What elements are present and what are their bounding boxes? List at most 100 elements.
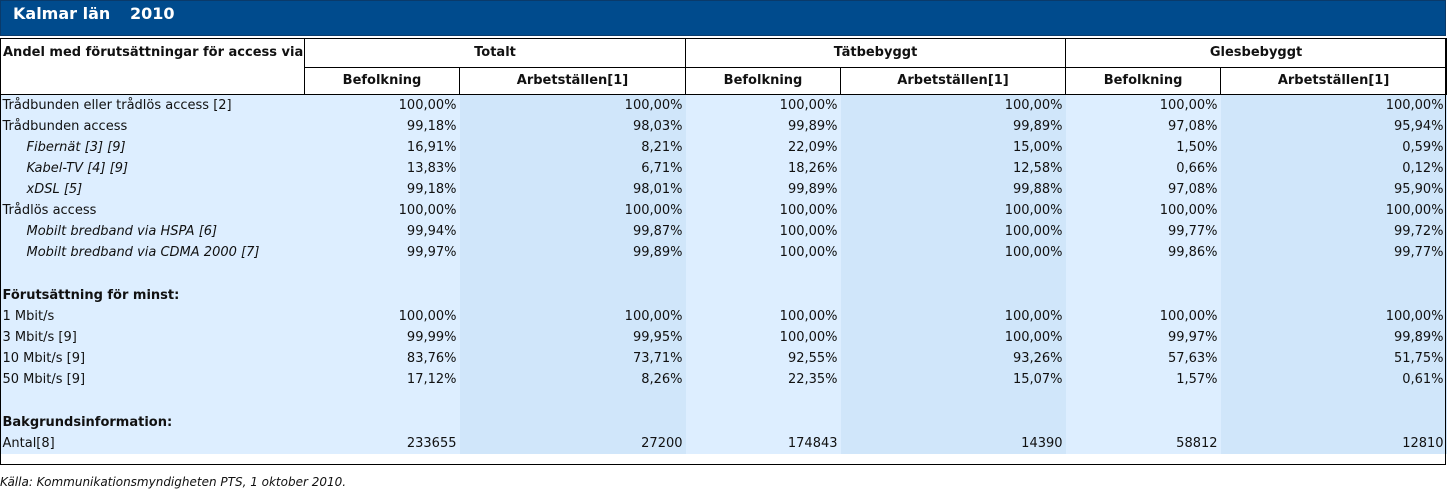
value-cell: 17,12%: [406, 372, 457, 387]
row-label: Mobilt bredband via HSPA [6]: [26, 224, 218, 239]
value-cell: 100,00%: [459, 200, 686, 221]
table-row: Mobilt bredband via HSPA [6] 99,94% 99,87%…: [1, 221, 1447, 242]
value-cell: 100,00%: [840, 327, 1066, 348]
value-cell: 100,00%: [1159, 309, 1218, 324]
value-cell: 100,00%: [779, 309, 838, 324]
row-label: 50 Mbit/s [9]: [2, 372, 86, 387]
value-cell: 99,89%: [840, 116, 1066, 137]
value-cell: 100,00%: [1220, 200, 1447, 221]
value-cell: 99,89%: [787, 119, 838, 134]
value-cell: 99,18%: [406, 182, 457, 197]
section-heading-row: Bakgrundsinformation:: [1, 412, 1447, 433]
value-cell: 100,00%: [1159, 203, 1218, 218]
value-cell: 99,86%: [1167, 245, 1218, 260]
region-title: Kalmar län: [13, 4, 111, 23]
table-row: xDSL [5] 99,18% 98,01% 99,89% 99,88% 97,08% 95…: [1, 179, 1447, 200]
value-cell: 99,97%: [1167, 330, 1218, 345]
value-cell: 8,21%: [459, 137, 686, 158]
value-cell: 92,55%: [787, 351, 838, 366]
source-note: Källa: Kommunikationsmyndigheten PTS, 1 …: [0, 475, 347, 489]
value-cell: 99,77%: [1167, 224, 1218, 239]
value-cell: 16,91%: [406, 140, 457, 155]
value-cell: 99,89%: [787, 182, 838, 197]
value-cell: 100,00%: [398, 203, 457, 218]
group-header-totalt: Totalt: [303, 38, 687, 68]
table-row: Mobilt bredband via CDMA 2000 [7] 99,97% 9…: [1, 242, 1447, 263]
table-row: 50 Mbit/s [9] 17,12% 8,26% 22,35% 15,07% 1,57…: [1, 369, 1447, 390]
value-cell: 100,00%: [779, 224, 838, 239]
value-cell: 22,35%: [787, 372, 838, 387]
section-heading-row: Förutsättning för minst:: [1, 285, 1447, 306]
row-label: Trådlös access: [2, 203, 97, 218]
value-cell: 95,94%: [1220, 116, 1447, 137]
value-cell: 98,03%: [459, 116, 686, 137]
value-cell: 100,00%: [459, 94, 686, 116]
spacer-row: [1, 263, 1447, 285]
value-cell: 99,18%: [406, 119, 457, 134]
sub-header: Arbetställen[1]: [458, 67, 687, 95]
sub-header: Arbetställen[1]: [840, 67, 1067, 95]
value-cell: 99,72%: [1220, 221, 1447, 242]
value-cell: 15,07%: [840, 369, 1066, 390]
row-label: Trådbunden access: [2, 119, 128, 134]
value-cell: 100,00%: [840, 94, 1066, 116]
sub-header: Arbetställen[1]: [1220, 67, 1448, 95]
row-label: 10 Mbit/s [9]: [2, 351, 86, 366]
value-cell: 100,00%: [1220, 306, 1447, 327]
table-row: 10 Mbit/s [9] 83,76% 73,71% 92,55% 93,26% 57,…: [1, 348, 1447, 369]
row-label: 1 Mbit/s: [2, 309, 55, 324]
value-cell: 14390: [840, 433, 1066, 454]
row-label: Antal[8]: [2, 436, 55, 451]
table-row: Trådbunden eller trådlös access [2] 100,0…: [1, 94, 1447, 116]
access-table: Andel med förutsättningar för access via…: [0, 38, 1448, 454]
value-cell: 12810: [1220, 433, 1447, 454]
table-row: Kabel-TV [4] [9] 13,83% 6,71% 18,26% 12,58% 0…: [1, 158, 1447, 179]
group-header-tatbebyggt: Tätbebyggt: [685, 38, 1067, 68]
value-cell: 100,00%: [840, 221, 1066, 242]
value-cell: 27200: [459, 433, 686, 454]
table-row: Trådlös access 100,00% 100,00% 100,00% 100,0…: [1, 200, 1447, 221]
table-row: Trådbunden access 99,18% 98,03% 99,89% 99,89…: [1, 116, 1447, 137]
value-cell: 13,83%: [406, 161, 457, 176]
value-cell: 18,26%: [787, 161, 838, 176]
value-cell: 233655: [406, 436, 457, 451]
value-cell: 0,59%: [1220, 137, 1447, 158]
value-cell: 100,00%: [840, 242, 1066, 263]
value-cell: 1,57%: [1176, 372, 1218, 387]
row-label: Kabel-TV [4] [9]: [26, 161, 129, 176]
value-cell: 6,71%: [459, 158, 686, 179]
value-cell: 98,01%: [459, 179, 686, 200]
title-banner: Kalmar län 2010: [0, 0, 1446, 36]
value-cell: 100,00%: [1159, 98, 1218, 113]
group-header-glesbebyggt: Glesbebyggt: [1065, 38, 1448, 68]
value-cell: 100,00%: [840, 306, 1066, 327]
value-cell: 100,00%: [398, 98, 457, 113]
section-heading-speed: Förutsättning för minst:: [2, 288, 180, 303]
value-cell: 8,26%: [459, 369, 686, 390]
value-cell: 0,61%: [1220, 369, 1447, 390]
value-cell: 99,88%: [840, 179, 1066, 200]
sub-header: Befolkning: [1065, 67, 1222, 95]
value-cell: 99,87%: [459, 221, 686, 242]
value-cell: 58812: [1176, 436, 1218, 451]
sub-header-row: Befolkning Arbetställen[1] Befolkning Ar…: [1, 67, 1448, 95]
value-cell: 99,95%: [459, 327, 686, 348]
value-cell: 83,76%: [406, 351, 457, 366]
value-cell: 97,08%: [1167, 119, 1218, 134]
row-label: Mobilt bredband via CDMA 2000 [7]: [26, 245, 260, 260]
row-label: xDSL [5]: [26, 182, 83, 197]
value-cell: 97,08%: [1167, 182, 1218, 197]
value-cell: 99,89%: [459, 242, 686, 263]
value-cell: 100,00%: [779, 330, 838, 345]
value-cell: 100,00%: [1220, 94, 1447, 116]
spacer-row: [1, 390, 1447, 412]
value-cell: 99,94%: [406, 224, 457, 239]
value-cell: 73,71%: [459, 348, 686, 369]
table-row: Fibernät [3] [9] 16,91% 8,21% 22,09% 15,00% 1…: [1, 137, 1447, 158]
count-row: Antal[8] 233655 27200 174843 14390 58812…: [1, 433, 1447, 454]
value-cell: 99,77%: [1220, 242, 1447, 263]
value-cell: 100,00%: [779, 98, 838, 113]
value-cell: 100,00%: [459, 306, 686, 327]
value-cell: 15,00%: [840, 137, 1066, 158]
value-cell: 174843: [787, 436, 838, 451]
